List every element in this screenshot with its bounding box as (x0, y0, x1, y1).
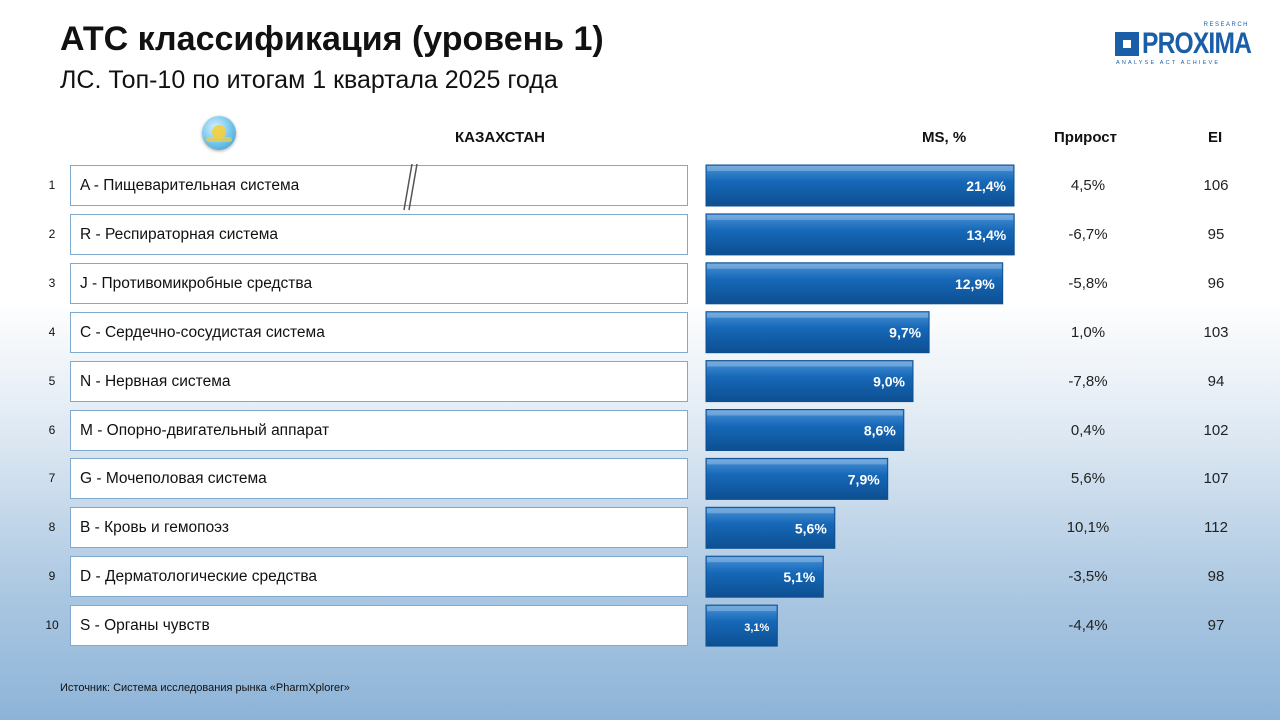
ms-data-label: 13,4% (966, 227, 1006, 243)
category-row: M - Опорно-двигательный аппарат (70, 409, 688, 451)
ms-data-label: 9,7% (889, 325, 921, 341)
ms-data-label: 8,6% (864, 423, 896, 439)
page-subtitle: ЛС. Топ-10 по итогам 1 квартала 2025 год… (60, 66, 558, 94)
country-header: КАЗАХСТАН (455, 129, 545, 146)
row-number: 2 (48, 226, 56, 241)
category-row: N - Нервная система (70, 360, 688, 402)
ei-value: 103 (1203, 323, 1229, 341)
category-label: B - Кровь и гемопоэз (80, 519, 230, 537)
category-row: D - Дерматологические средства (70, 556, 688, 598)
category-label: S - Органы чувств (80, 617, 210, 635)
ms-bar (705, 604, 778, 647)
row-number: 7 (48, 471, 56, 486)
growth-value: 5,6% (1070, 470, 1106, 488)
proxima-logo-icon: RESEARCH PROXIMA ANALYSE ACT ACHIEVE (1115, 22, 1255, 68)
row-number: 4 (48, 324, 56, 339)
row-number: 6 (48, 422, 56, 437)
ei-value: 106 (1203, 177, 1229, 194)
growth-column-header: Прирост (1054, 129, 1117, 146)
page-title: АТС классификация (уровень 1) (60, 20, 604, 58)
growth-value: -5,8% (1068, 274, 1108, 292)
ei-column-header: EI (1208, 129, 1223, 146)
ms-data-label: 9,0% (873, 374, 905, 390)
kazakhstan-flag-icon (202, 116, 236, 150)
ms-data-label: 7,9% (848, 471, 880, 487)
ms-bar-highlight (707, 459, 887, 465)
row-number: 1 (48, 178, 56, 192)
logo-mark (1115, 32, 1139, 56)
row-number: 3 (48, 275, 56, 290)
ms-bar (705, 213, 1015, 256)
logo-wordmark: PROXIMA (1142, 27, 1252, 60)
source-note: Источник: Система исследования рынка «Ph… (60, 682, 350, 694)
category-row: A - Пищеварительная система (70, 165, 688, 206)
ms-bar (705, 360, 914, 403)
ei-value: 94 (1207, 372, 1225, 390)
category-row: J - Противомикробные средства (70, 262, 688, 304)
ms-bar (705, 262, 1004, 305)
ms-bar (705, 506, 836, 549)
ms-bar-highlight (707, 312, 929, 318)
row-number: 9 (48, 569, 56, 584)
ei-value: 95 (1207, 225, 1225, 243)
category-row: R - Респираторная система (70, 213, 688, 255)
category-label: A - Пищеварительная система (80, 177, 300, 194)
growth-value: -7,8% (1068, 372, 1108, 390)
category-row: S - Органы чувств (70, 605, 688, 647)
ei-value: 102 (1203, 421, 1229, 439)
ms-data-label: 12,9% (955, 276, 995, 292)
ms-bar-highlight (707, 214, 1014, 220)
ei-value: 97 (1207, 617, 1225, 635)
ms-column-header: MS, % (922, 129, 967, 146)
category-label: R - Респираторная система (80, 225, 278, 243)
growth-value: 0,4% (1070, 421, 1106, 439)
ms-data-label: 21,4% (966, 178, 1006, 194)
growth-value: 4,5% (1070, 177, 1106, 194)
ms-data-label: 3,1% (744, 622, 769, 634)
growth-value: -4,4% (1068, 617, 1108, 635)
category-label: N - Нервная система (80, 372, 231, 390)
category-label: G - Мочеполовая система (80, 470, 267, 488)
ms-bar-highlight (707, 361, 912, 367)
logo-tagline: ANALYSE ACT ACHIEVE (1116, 60, 1221, 66)
ei-value: 112 (1204, 519, 1228, 537)
ms-bar (705, 409, 905, 451)
ms-bar-highlight (707, 557, 823, 563)
ms-bar (705, 311, 930, 354)
row-number: 10 (45, 618, 59, 633)
category-row: C - Сердечно-сосудистая система (70, 311, 688, 353)
ms-data-label: 5,6% (795, 520, 827, 536)
category-label: C - Сердечно-сосудистая система (80, 323, 325, 341)
ms-bar (705, 457, 889, 500)
category-label: D - Дерматологические средства (80, 568, 318, 586)
ms-bar-highlight (707, 606, 777, 612)
category-label: J - Противомикробные средства (80, 274, 313, 292)
row-number: 5 (48, 373, 56, 388)
logo-research-text: RESEARCH (1203, 22, 1249, 28)
ms-bar (705, 555, 824, 598)
category-label: M - Опорно-двигательный аппарат (80, 421, 330, 439)
ei-value: 96 (1207, 274, 1225, 292)
ei-value: 98 (1207, 568, 1225, 586)
growth-value: -6,7% (1068, 225, 1108, 243)
ms-bar-highlight (707, 410, 903, 416)
category-row: G - Мочеполовая система (70, 458, 688, 500)
growth-value: 10,1% (1066, 519, 1110, 537)
ei-value: 107 (1203, 470, 1229, 488)
ms-bar-highlight (707, 263, 1002, 269)
ms-bar (705, 164, 1015, 207)
ms-bar-highlight (707, 166, 1013, 171)
category-row: B - Кровь и гемопоэз (70, 507, 688, 549)
axis-break-icon (403, 163, 418, 211)
ms-data-label: 5,1% (783, 569, 815, 585)
growth-value: 1,0% (1070, 323, 1106, 341)
growth-value: -3,5% (1068, 568, 1108, 586)
ms-bar-highlight (707, 508, 834, 514)
row-number: 8 (48, 520, 56, 535)
